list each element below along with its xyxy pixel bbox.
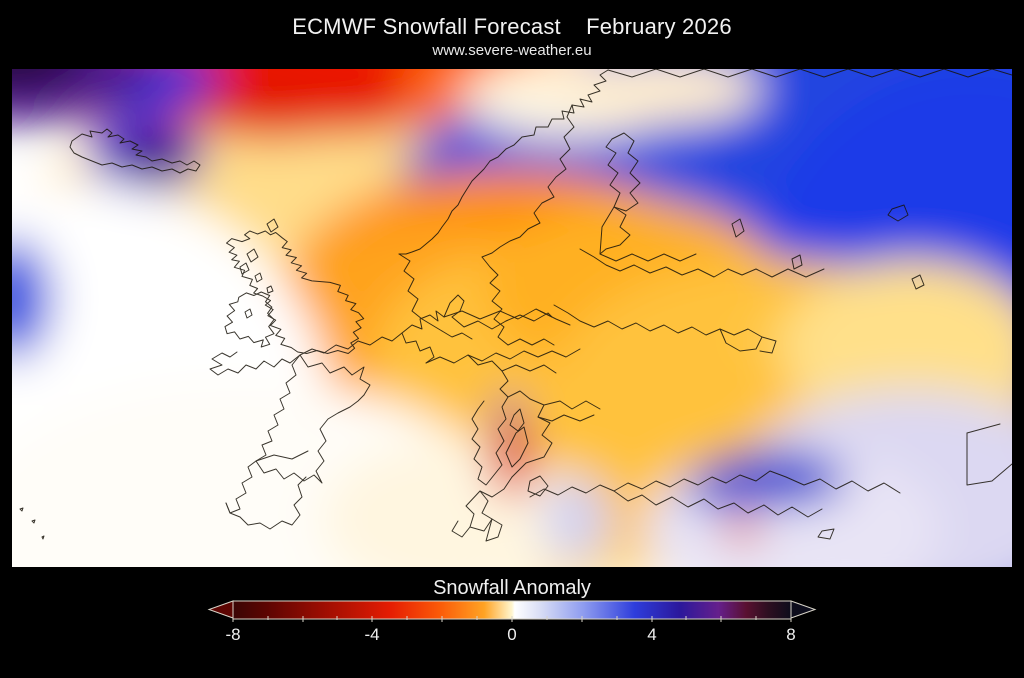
- svg-text:8: 8: [786, 625, 795, 644]
- svg-text:-4: -4: [364, 625, 379, 644]
- svg-text:-8: -8: [225, 625, 240, 644]
- svg-text:0: 0: [507, 625, 516, 644]
- svg-text:4: 4: [647, 625, 656, 644]
